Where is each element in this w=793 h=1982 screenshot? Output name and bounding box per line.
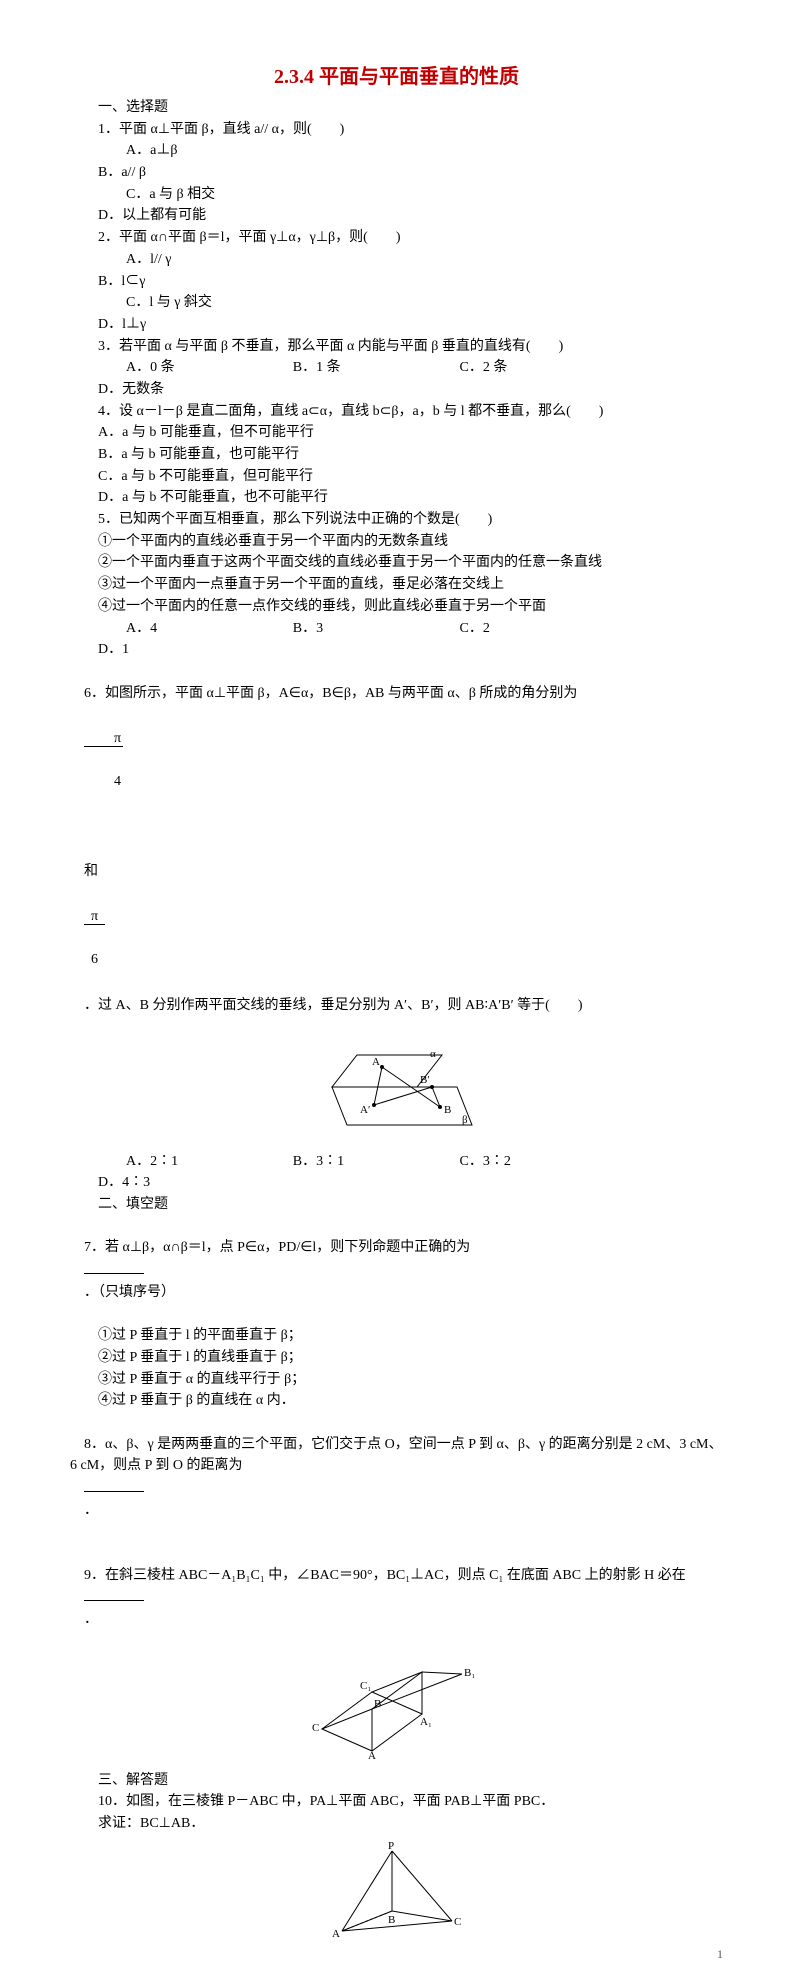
q6-fig-A: A (372, 1056, 380, 1068)
q6-opt-d: D．4∶3 (70, 1172, 233, 1194)
q2-opt-b: B．l⊂γ (70, 271, 397, 293)
q1-opt-c: C．a 与 β 相交 (98, 184, 425, 206)
q8-tail: ． (84, 1503, 98, 1518)
page-number: 1 (717, 1947, 723, 1962)
q6-frac1: π 4 (84, 704, 123, 817)
q9-fig-A1: A₁ (420, 1716, 432, 1728)
q1-opt-a: A．a⊥β (98, 140, 425, 162)
q6-stem-b-text: 和 (84, 864, 98, 879)
q5-p1: ①一个平面内的直线必垂直于另一个平面内的无数条直线 (70, 531, 723, 553)
q8-blank (84, 1477, 144, 1492)
q4-stem: 4．设 α－l－β 是直二面角，直线 a⊂α，直线 b⊂β，a，b 与 l 都不… (70, 401, 723, 423)
q5-p3: ③过一个平面内一点垂直于另一个平面的直线，垂足必落在交线上 (70, 574, 723, 596)
q7-p1: ①过 P 垂直于 l 的平面垂直于 β； (70, 1325, 723, 1347)
q6-fig-beta: β (462, 1114, 468, 1126)
q5-p4: ④过一个平面内的任意一点作交线的垂线，则此直线必垂直于另一个平面 (70, 596, 723, 618)
q6-frac1-den: 4 (84, 775, 123, 789)
q2-opt-c: C．l 与 γ 斜交 (98, 292, 425, 314)
q7-stem: 7．若 α⊥β，α∩β＝l，点 P∈α，PD/∈l，则下列命题中正确的为 ．（只… (70, 1216, 723, 1325)
q6-frac2-den: 6 (84, 953, 105, 967)
q5-opt-d: D．1 (70, 639, 233, 661)
q4-opt-a: A．a 与 b 可能垂直，但不可能平行 (70, 422, 723, 444)
q6-opt-c: C．3∶2 (432, 1151, 595, 1173)
q7-stem-text: 7．若 α⊥β，α∩β＝l，点 P∈α，PD/∈l，则下列命题中正确的为 (84, 1240, 470, 1255)
q10-fig-C: C (454, 1916, 461, 1928)
q3-opt-c: C．2 条 (432, 357, 595, 379)
q10-fig-P: P (388, 1841, 394, 1852)
q5-opt-c: C．2 (432, 618, 595, 640)
q9-stem: 9．在斜三棱柱 ABC－A₁B₁C₁ 中，∠BAC＝90°，BC₁⊥AC，则点 … (70, 1543, 723, 1652)
q3-opt-b: B．1 条 (265, 357, 428, 379)
q7-p4: ④过 P 垂直于 β 的直线在 α 内． (70, 1390, 723, 1412)
q6-opt-b: B．3∶1 (265, 1151, 428, 1173)
q6-stem-b: 和 π 6 ．过 A、B 分别作两平面交线的垂线，垂足分别为 A′、B′，则 A… (70, 839, 723, 1039)
q4-opt-b: B．a 与 b 可能垂直，也可能平行 (70, 444, 723, 466)
q9-fig-C1: C₁ (360, 1680, 371, 1692)
q3-opt-d: D．无数条 (70, 379, 233, 401)
q5-p2: ②一个平面内垂直于这两个平面交线的直线必垂直于另一个平面内的任意一条直线 (70, 552, 723, 574)
q2-opt-a: A．l// γ (98, 249, 425, 271)
q5-stem: 5．已知两个平面互相垂直，那么下列说法中正确的个数是( ) (70, 509, 723, 531)
q2-stem: 2．平面 α∩平面 β＝l，平面 γ⊥α，γ⊥β，则( ) (70, 227, 723, 249)
q6-fig-B: B (444, 1104, 451, 1116)
q1-stem: 1．平面 α⊥平面 β，直线 a// α，则( ) (70, 119, 723, 141)
q7-p3: ③过 P 垂直于 α 的直线平行于 β； (70, 1369, 723, 1391)
q10-fig-B: B (388, 1914, 395, 1926)
q1-opt-b: B．a// β (70, 162, 397, 184)
q5-opt-b: B．3 (265, 618, 428, 640)
q6-fig-Ap: A′ (360, 1104, 370, 1116)
q10-ask: 求证：BC⊥AB． (70, 1813, 723, 1835)
q6-opt-a: A．2∶1 (98, 1151, 261, 1173)
page-title: 2.3.4 平面与平面垂直的性质 (70, 60, 723, 89)
q7-p2: ②过 P 垂直于 l 的直线垂直于 β； (70, 1347, 723, 1369)
q6-figure: α β A A′ B B′ (70, 1045, 723, 1145)
q10-stem: 10．如图，在三棱锥 P－ABC 中，PA⊥平面 ABC，平面 PAB⊥平面 P… (70, 1791, 723, 1813)
q7-tail: ．（只填序号） (84, 1285, 175, 1300)
q3-stem: 3．若平面 α 与平面 β 不垂直，那么平面 α 内能与平面 β 垂直的直线有(… (70, 336, 723, 358)
q3-opt-a: A．0 条 (98, 357, 261, 379)
q9-tail: ． (84, 1612, 98, 1627)
q8-stem: 8．α、β、γ 是两两垂直的三个平面，它们交于点 O，空间一点 P 到 α、β、… (70, 1412, 723, 1543)
q6-frac2-num: π (84, 910, 105, 925)
section-3-head: 三、解答题 (70, 1770, 723, 1792)
q10-figure: P A B C (70, 1841, 723, 1946)
q5-opt-a: A．4 (98, 618, 261, 640)
q6-fig-alpha: α (430, 1048, 436, 1060)
section-2-head: 二、填空题 (70, 1194, 723, 1216)
q4-opt-d: D．a 与 b 不可能垂直，也不可能平行 (70, 487, 723, 509)
q4-opt-c: C．a 与 b 不可能垂直，但可能平行 (70, 466, 723, 488)
q9-figure: A C B A₁ C₁ B₁ (70, 1659, 723, 1764)
q9-fig-C: C (312, 1722, 319, 1734)
q9-fig-B: B (374, 1698, 381, 1710)
q6-stem-a-text: 6．如图所示，平面 α⊥平面 β，A∈α，B∈β，AB 与两平面 α、β 所成的… (84, 686, 577, 701)
q6-fig-Bp: B′ (420, 1074, 430, 1086)
q1-opt-d: D．以上都有可能 (70, 205, 397, 227)
q9-fig-A: A (368, 1750, 376, 1759)
q9-stem-text: 9．在斜三棱柱 ABC－A₁B₁C₁ 中，∠BAC＝90°，BC₁⊥AC，则点 … (84, 1568, 686, 1583)
q10-fig-A: A (332, 1928, 340, 1940)
section-1-head: 一、选择题 (70, 97, 723, 119)
q9-blank (84, 1586, 144, 1601)
q7-blank (84, 1259, 144, 1274)
q6-stem-c-text: ．过 A、B 分别作两平面交线的垂线，垂足分别为 A′、B′，则 AB∶A′B′… (84, 998, 583, 1013)
q6-frac1-num: π (84, 732, 123, 747)
q6-frac2: π 6 (84, 882, 105, 995)
q2-opt-d: D．l⊥γ (70, 314, 397, 336)
q6-stem-a: 6．如图所示，平面 α⊥平面 β，A∈α，B∈β，AB 与两平面 α、β 所成的… (70, 661, 723, 839)
q8-stem-text: 8．α、β、γ 是两两垂直的三个平面，它们交于点 O，空间一点 P 到 α、β、… (70, 1437, 723, 1474)
q9-fig-B1: B₁ (464, 1667, 475, 1679)
